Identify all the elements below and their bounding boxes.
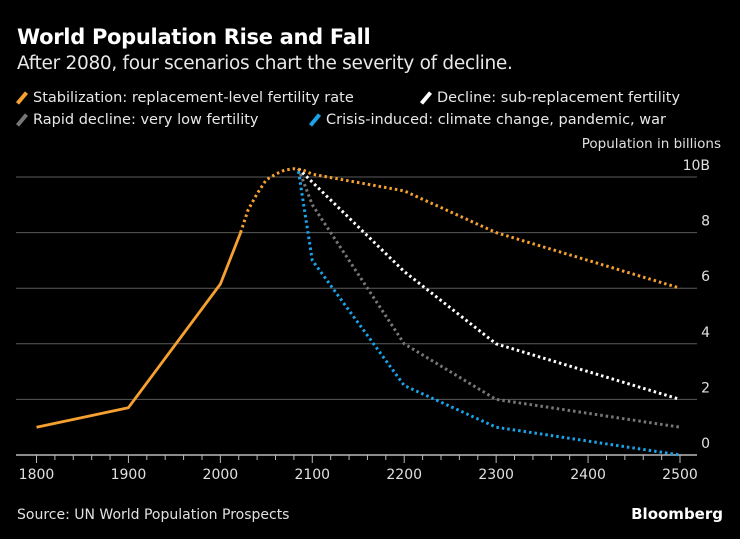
y-tick-label: 8 (701, 214, 710, 230)
legend-label: Stabilization: replacement-level fertili… (33, 90, 354, 106)
y-tick-label: 2 (701, 380, 710, 396)
source-note: Source: UN World Population Prospects (17, 507, 290, 523)
legend-item-crisis: Crisis-induced: climate change, pandemic… (308, 112, 666, 128)
series-line-3 (297, 171, 681, 457)
series-line-2 (297, 168, 681, 429)
legend-item-rapid-decline: Rapid decline: very low fertility (15, 112, 259, 128)
x-tick-label: 2100 (294, 467, 330, 483)
historical-line (36, 232, 242, 429)
x-tick-label: 1900 (111, 467, 147, 483)
series-line-0 (239, 167, 681, 290)
x-tick-label: 2300 (478, 467, 514, 483)
legend-label: Decline: sub-replacement fertility (437, 90, 681, 106)
y-tick-label: 10B (683, 158, 710, 174)
y-tick-label: 0 (701, 436, 710, 452)
y-tick-label: 6 (701, 269, 710, 285)
x-tick-label: 1800 (19, 467, 55, 483)
legend-item-decline: Decline: sub-replacement fertility (419, 90, 681, 106)
x-tick-label: 2500 (662, 467, 698, 483)
x-tick-label: 2200 (386, 467, 422, 483)
brand-logo: Bloomberg (631, 505, 723, 523)
chart-title: World Population Rise and Fall (17, 25, 371, 49)
legend-label: Crisis-induced: climate change, pandemic… (326, 112, 666, 128)
x-tick-label: 2400 (570, 467, 606, 483)
x-tick-label: 2000 (203, 467, 239, 483)
legend-label: Rapid decline: very low fertility (33, 112, 259, 128)
series-line-1 (297, 167, 681, 401)
y-axis-label: Population in billions (581, 136, 721, 152)
chart-subtitle: After 2080, four scenarios chart the sev… (17, 53, 513, 74)
legend-item-stabilization: Stabilization: replacement-level fertili… (15, 90, 354, 106)
y-tick-label: 4 (701, 325, 710, 341)
